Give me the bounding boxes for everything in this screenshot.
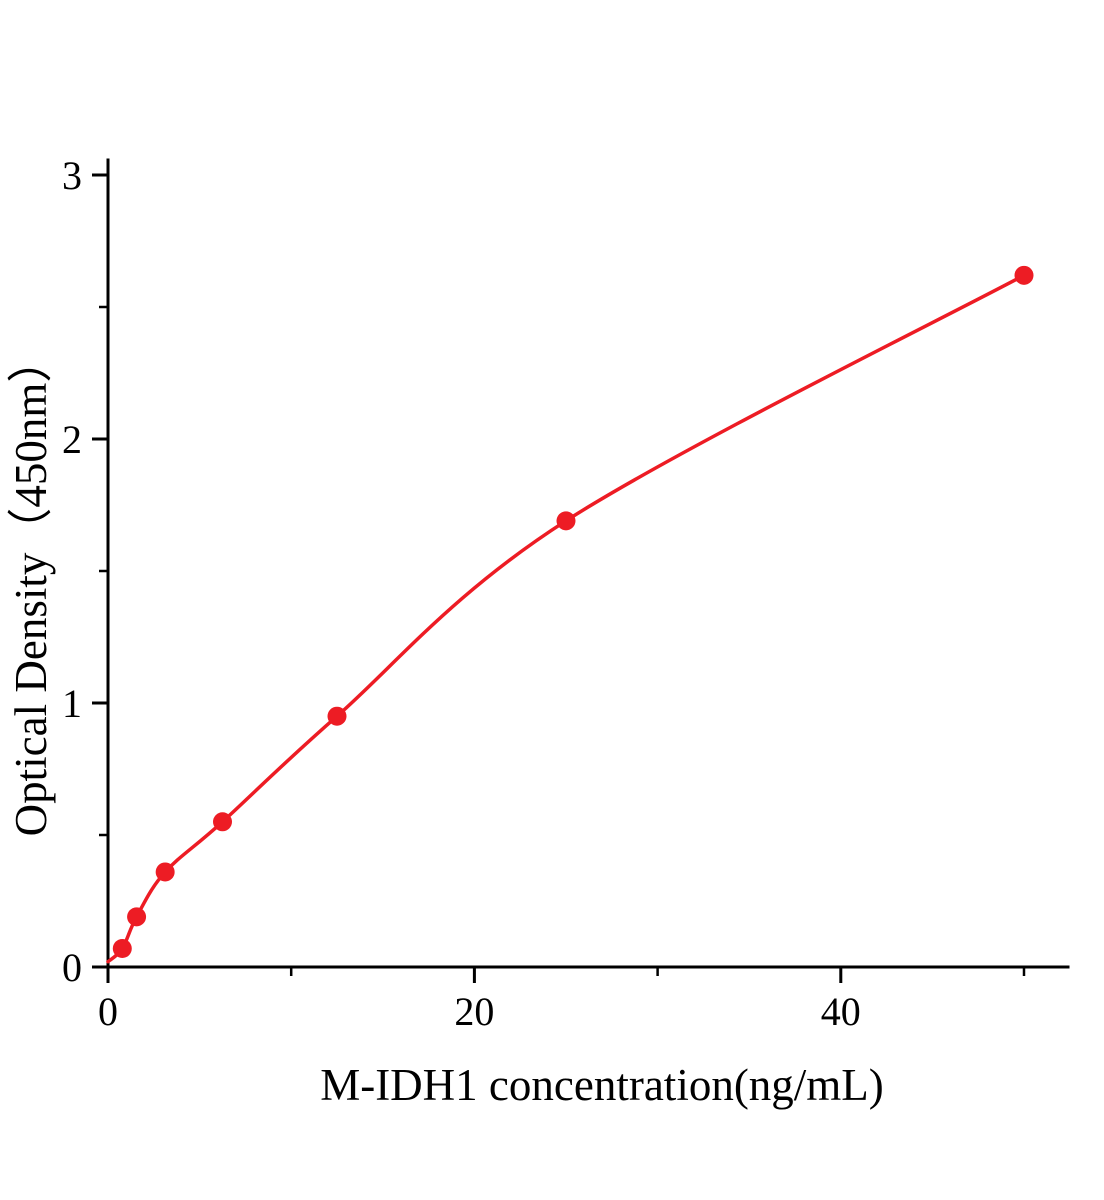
plot-area: 0 20 40 0 1 2 3 <box>62 153 1070 1034</box>
y-tick-label: 1 <box>62 681 82 726</box>
y-tick-label: 0 <box>62 945 82 990</box>
data-point <box>327 706 347 726</box>
data-point <box>155 862 175 882</box>
data-point <box>213 812 232 832</box>
y-tick-label: 3 <box>62 153 82 198</box>
data-point <box>112 939 132 959</box>
data-point <box>1014 265 1034 285</box>
x-tick-label: 20 <box>454 989 494 1034</box>
y-axis-label: Optical Density（450nm） <box>6 338 56 837</box>
x-tick-label: 40 <box>821 989 861 1034</box>
y-tick-label: 2 <box>62 417 82 462</box>
standard-curve-line <box>106 273 1026 964</box>
x-tick-label: 0 <box>98 989 118 1034</box>
data-point <box>556 511 576 531</box>
x-axis-label: M-IDH1 concentration(ng/mL) <box>320 1060 884 1110</box>
data-point <box>127 907 147 927</box>
